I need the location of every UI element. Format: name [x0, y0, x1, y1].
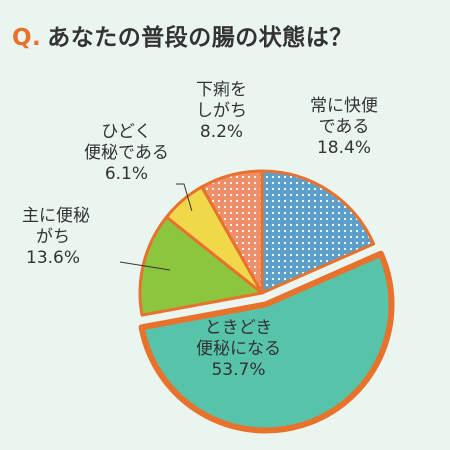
slice-label-regular: 常に快便 である 18.4%	[310, 96, 378, 159]
leader-line-severe	[176, 183, 193, 212]
slice-label-diarrhea-line2: しがち	[196, 101, 247, 121]
slice-label-mostly-line2: がち	[36, 227, 70, 247]
slice-label-sometimes-line2: 便秘になる	[196, 339, 281, 359]
slice-label-diarrhea-line1: 下痢を	[196, 80, 247, 100]
slice-label-diarrhea: 下痢を しがち 8.2%	[196, 80, 247, 143]
slice-label-mostly: 主に便秘 がち 13.6%	[22, 206, 90, 269]
question-mark-label: Q.	[12, 25, 42, 51]
slice-label-diarrhea-value: 8.2%	[199, 122, 244, 142]
leader-line-mostly	[119, 261, 170, 271]
slice-label-severe-line1: ひどく	[101, 122, 152, 142]
question-text: あなたの普段の腸の状態は？	[47, 25, 353, 51]
chart-title: Q. あなたの普段の腸の状態は？	[12, 18, 353, 52]
slice-mostly-constipated	[138, 215, 264, 317]
slice-label-regular-value: 18.4%	[316, 138, 371, 158]
slice-regular	[260, 169, 376, 295]
slice-label-sometimes: ときどき 便秘になる 53.7%	[196, 318, 281, 381]
slice-label-regular-line1: 常に快便	[310, 96, 378, 116]
slice-label-sometimes-value: 53.7%	[211, 360, 266, 380]
slice-label-severe: ひどく 便秘である 6.1%	[84, 122, 169, 185]
slice-label-mostly-line1: 主に便秘	[22, 206, 90, 226]
slice-label-mostly-value: 13.6%	[26, 248, 81, 268]
slice-label-severe-line2: 便秘である	[84, 143, 169, 163]
slice-label-severe-value: 6.1%	[104, 164, 149, 184]
slice-diarrhea	[200, 169, 264, 295]
slice-sometimes	[138, 250, 395, 434]
slice-label-sometimes-line1: ときどき	[204, 318, 273, 338]
slice-label-regular-line2: である	[318, 117, 370, 137]
